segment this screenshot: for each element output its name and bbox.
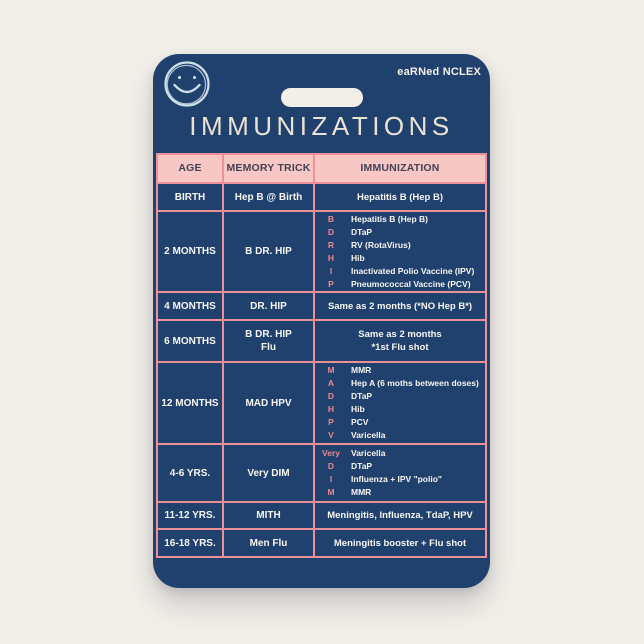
vaccine-name: DTaP bbox=[351, 226, 373, 237]
mnemonic-letter: H bbox=[327, 252, 335, 263]
vaccine-name: Inactivated Polio Vaccine (IPV) bbox=[351, 265, 475, 276]
mnemonic-letter: I bbox=[329, 474, 333, 484]
brand-text: eaRNed NCLEX bbox=[397, 66, 481, 78]
immunization-cell: Meningitis, Influenza, TdaP, HPV bbox=[315, 503, 485, 528]
memory-trick-line: B DR. HIP bbox=[245, 246, 292, 257]
vaccine-name: Varicella bbox=[351, 448, 386, 458]
memory-trick-cell: Very DIM bbox=[224, 445, 313, 501]
vaccine-name: Hib bbox=[351, 404, 365, 414]
immunization-line: Hepatitis B (Hep B) bbox=[356, 191, 444, 203]
immunization-list-item: I Influenza + IPV "polio" bbox=[319, 473, 483, 486]
immunization-list-item: I Inactivated Polio Vaccine (IPV) bbox=[319, 265, 483, 278]
vaccine-name: Influenza + IPV "polio" bbox=[351, 474, 442, 484]
mnemonic-letter: B bbox=[327, 213, 335, 224]
vaccine-name: DTaP bbox=[351, 461, 373, 471]
mnemonic-letter: P bbox=[328, 278, 334, 289]
mnemonic-letter: I bbox=[329, 265, 333, 276]
age-cell: 6 MONTHS bbox=[158, 321, 222, 361]
memory-trick-cell: DR. HIP bbox=[224, 293, 313, 319]
memory-trick-cell: MITH bbox=[224, 503, 313, 528]
age-cell: 11-12 YRS. bbox=[158, 503, 222, 528]
memory-trick-line: Men Flu bbox=[249, 537, 288, 549]
immunization-list-item: D DTaP bbox=[319, 390, 483, 403]
immunization-cell: Meningitis booster + Flu shot bbox=[315, 530, 485, 556]
badge-card: eaRNed NCLEX IMMUNIZATIONS AGE MEMORY TRI… bbox=[153, 54, 490, 588]
memory-trick-line: DR. HIP bbox=[250, 300, 287, 312]
immunization-list-item: D DTaP bbox=[319, 460, 483, 473]
vaccine-name: RV (RotaVirus) bbox=[351, 239, 411, 250]
mnemonic-letter: H bbox=[327, 404, 335, 414]
mnemonic-letter: Very bbox=[322, 448, 340, 458]
immunization-cell: Very Varicella D DTaP I Influenza + IPV "poli… bbox=[315, 445, 485, 501]
immunization-list-item: M MMR bbox=[319, 486, 483, 499]
immunization-line: Meningitis, Influenza, TdaP, HPV bbox=[327, 510, 473, 521]
smiley-face-icon bbox=[164, 61, 210, 107]
memory-trick-cell: Hep B @ Birth bbox=[224, 184, 313, 210]
immunization-cell: M MMR A Hep A (6 moths between doses) D DTaP H… bbox=[315, 363, 485, 443]
vaccine-name: Hep A (6 moths between doses) bbox=[351, 378, 479, 388]
memory-trick-cell: B DR. HIP Flu bbox=[224, 321, 313, 361]
mnemonic-letter: A bbox=[327, 378, 335, 388]
immunization-list-item: H Hib bbox=[319, 252, 483, 265]
vaccine-name: PCV bbox=[351, 417, 369, 427]
immunization-list-item: P PCV bbox=[319, 416, 483, 429]
column-header-memory-trick: MEMORY TRICK bbox=[224, 155, 313, 182]
card-title: IMMUNIZATIONS bbox=[189, 111, 454, 141]
column-header-age: AGE bbox=[158, 155, 222, 182]
vaccine-name: Pneumococcal Vaccine (PCV) bbox=[351, 278, 471, 289]
immunization-cell: Same as 2 months (*NO Hep B*) bbox=[315, 293, 485, 319]
memory-trick-line: MAD HPV bbox=[245, 397, 292, 409]
memory-trick-line: MITH bbox=[256, 510, 281, 521]
memory-trick-cell: MAD HPV bbox=[224, 363, 313, 443]
vaccine-name: Hepatitis B (Hep B) bbox=[351, 213, 428, 224]
immunization-line: Same as 2 months bbox=[358, 329, 442, 340]
vaccine-name: MMR bbox=[351, 487, 372, 497]
immunization-list-item: H Hib bbox=[319, 403, 483, 416]
immunization-list-item: B Hepatitis B (Hep B) bbox=[319, 213, 483, 226]
immunization-cell: B Hepatitis B (Hep B) D DTaP R RV (RotaVirus)… bbox=[315, 212, 485, 291]
immunization-line: Meningitis booster + Flu shot bbox=[333, 537, 467, 549]
column-header-immunization: IMMUNIZATION bbox=[315, 155, 485, 182]
mnemonic-letter: P bbox=[328, 417, 334, 427]
mnemonic-letter: D bbox=[327, 461, 335, 471]
immunization-list-item: P Pneumococcal Vaccine (PCV) bbox=[319, 278, 483, 291]
age-cell: 4-6 YRS. bbox=[158, 445, 222, 501]
mnemonic-letter: R bbox=[327, 239, 335, 250]
memory-trick-line: Flu bbox=[261, 342, 276, 353]
immunization-line: Same as 2 months (*NO Hep B*) bbox=[327, 300, 473, 312]
mnemonic-letter: D bbox=[327, 226, 335, 237]
vaccine-name: MMR bbox=[351, 365, 372, 375]
immunization-list-item: D DTaP bbox=[319, 226, 483, 239]
age-cell: 16-18 YRS. bbox=[158, 530, 222, 556]
age-cell: BIRTH bbox=[158, 184, 222, 210]
mnemonic-letter: M bbox=[327, 365, 335, 375]
age-cell: 12 MONTHS bbox=[158, 363, 222, 443]
immunization-list-item: Very Varicella bbox=[319, 447, 483, 460]
badge-slot-hole bbox=[280, 88, 363, 107]
mnemonic-letter: D bbox=[327, 391, 335, 401]
immunization-list-item: R RV (RotaVirus) bbox=[319, 239, 483, 252]
immunization-list-item: M MMR bbox=[319, 364, 483, 377]
immunization-list-item: A Hep A (6 moths between doses) bbox=[319, 377, 483, 390]
memory-trick-line: B DR. HIP bbox=[245, 329, 292, 340]
immunization-list-item: V Varicella bbox=[319, 429, 483, 442]
immunization-line: *1st Flu shot bbox=[371, 342, 429, 353]
mnemonic-letter: V bbox=[328, 430, 334, 440]
memory-trick-line: Hep B @ Birth bbox=[234, 191, 303, 203]
vaccine-name: DTaP bbox=[351, 391, 373, 401]
immunization-cell: Hepatitis B (Hep B) bbox=[315, 184, 485, 210]
memory-trick-cell: B DR. HIP bbox=[224, 212, 313, 291]
immunization-cell: Same as 2 months *1st Flu shot bbox=[315, 321, 485, 361]
age-cell: 4 MONTHS bbox=[158, 293, 222, 319]
immunization-table: AGE MEMORY TRICK IMMUNIZATION BIRTH Hep B @ … bbox=[156, 153, 487, 558]
age-cell: 2 MONTHS bbox=[158, 212, 222, 291]
memory-trick-line: Very DIM bbox=[247, 467, 290, 479]
vaccine-name: Hib bbox=[351, 252, 365, 263]
vaccine-name: Varicella bbox=[351, 430, 386, 440]
memory-trick-cell: Men Flu bbox=[224, 530, 313, 556]
mnemonic-letter: M bbox=[327, 487, 335, 497]
